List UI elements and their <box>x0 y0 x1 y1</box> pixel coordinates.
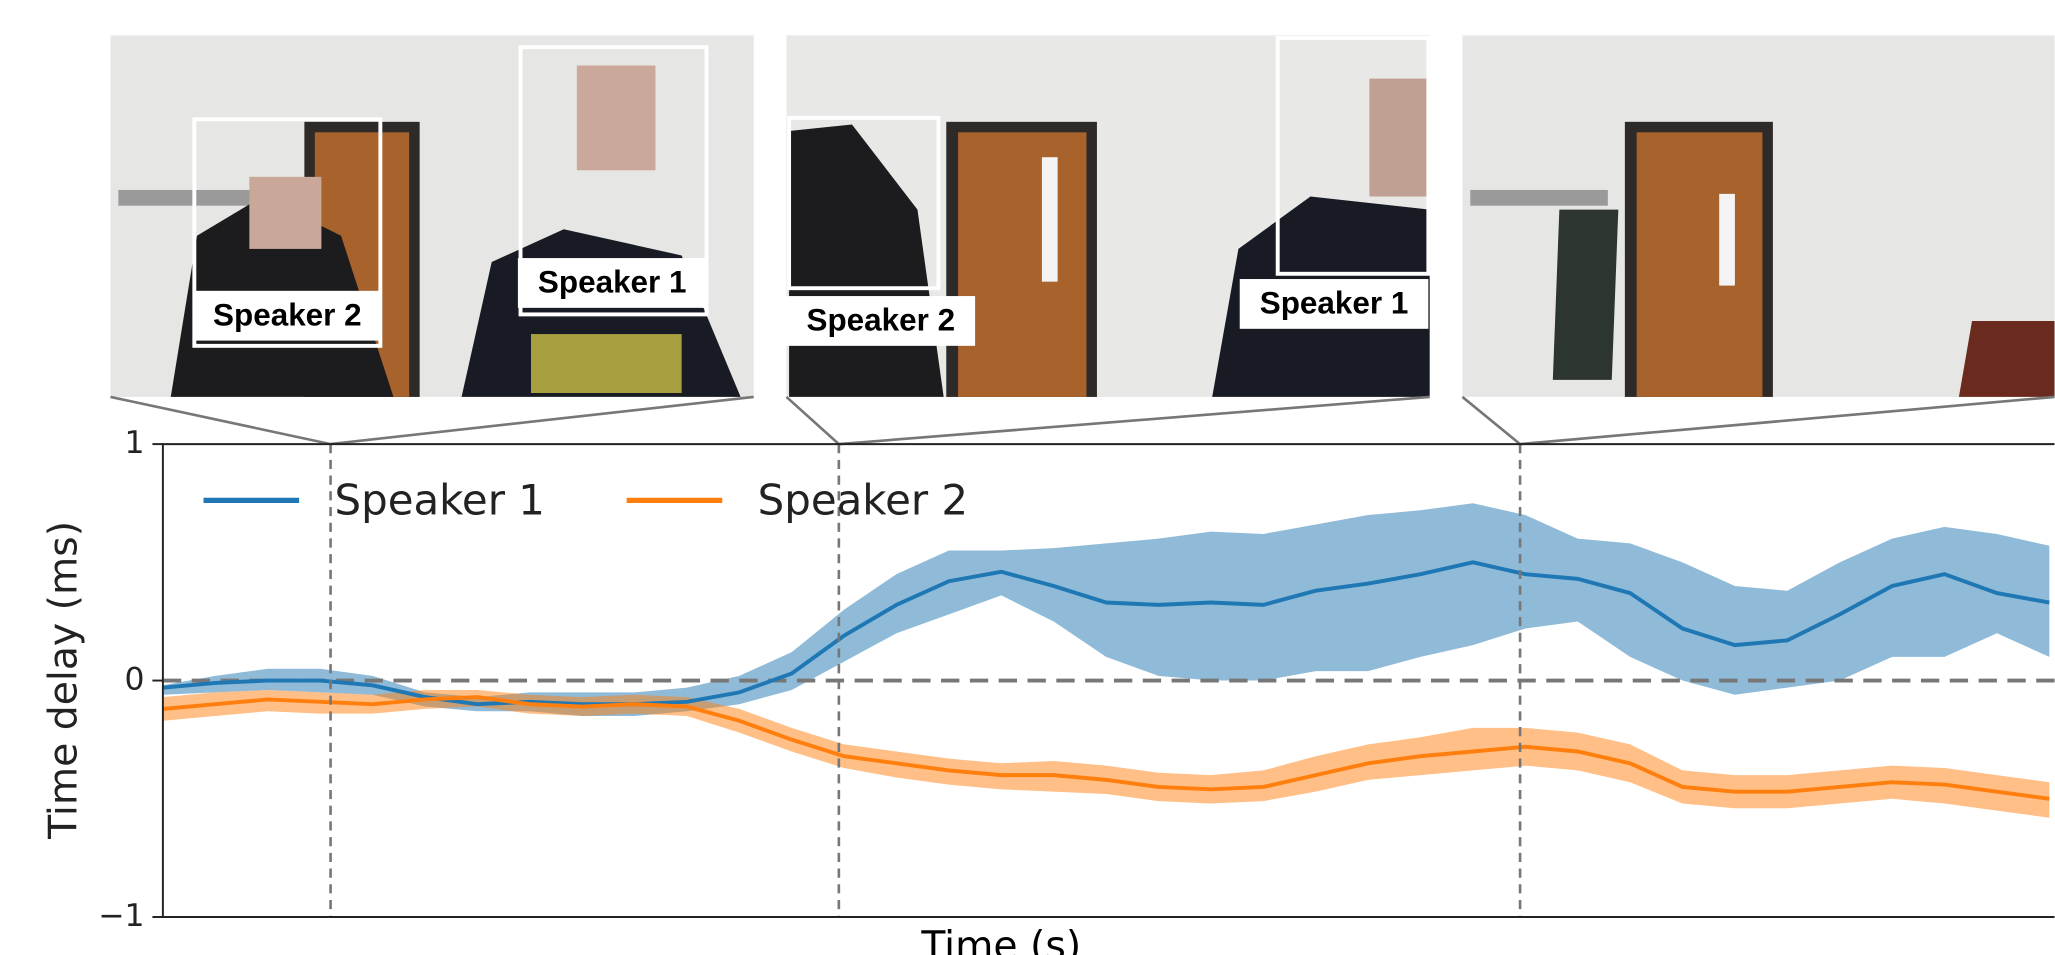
y-tick-label: 1 <box>125 425 145 461</box>
confidence-band <box>162 503 2050 717</box>
frame-connector <box>785 395 1430 446</box>
speaker-label: Speaker 2 <box>806 303 955 338</box>
frame <box>110 35 754 397</box>
video-frames <box>110 35 2055 397</box>
label-box <box>193 290 382 341</box>
confidence-band <box>162 690 2050 818</box>
speaker-label: Speaker 2 <box>213 297 362 332</box>
label-box <box>517 258 707 308</box>
legend-label: Speaker 2 <box>758 476 968 525</box>
frame <box>1462 35 2055 397</box>
frame-connector <box>110 395 754 446</box>
speaker-label: Speaker 1 <box>538 265 687 300</box>
x-axis-label: Time (s) <box>920 924 1081 955</box>
legend-label: Speaker 1 <box>335 476 545 525</box>
y-axis-label: Time delay (ms) <box>41 521 86 840</box>
series-line <box>162 560 2050 707</box>
frame-connector <box>1461 395 2055 446</box>
label-box <box>1239 279 1429 329</box>
speaker-label: Speaker 1 <box>1260 286 1409 321</box>
label-box <box>786 296 976 346</box>
series-line <box>162 695 2050 801</box>
y-tick-label: −1 <box>98 898 144 934</box>
y-tick-label: 0 <box>125 662 145 698</box>
